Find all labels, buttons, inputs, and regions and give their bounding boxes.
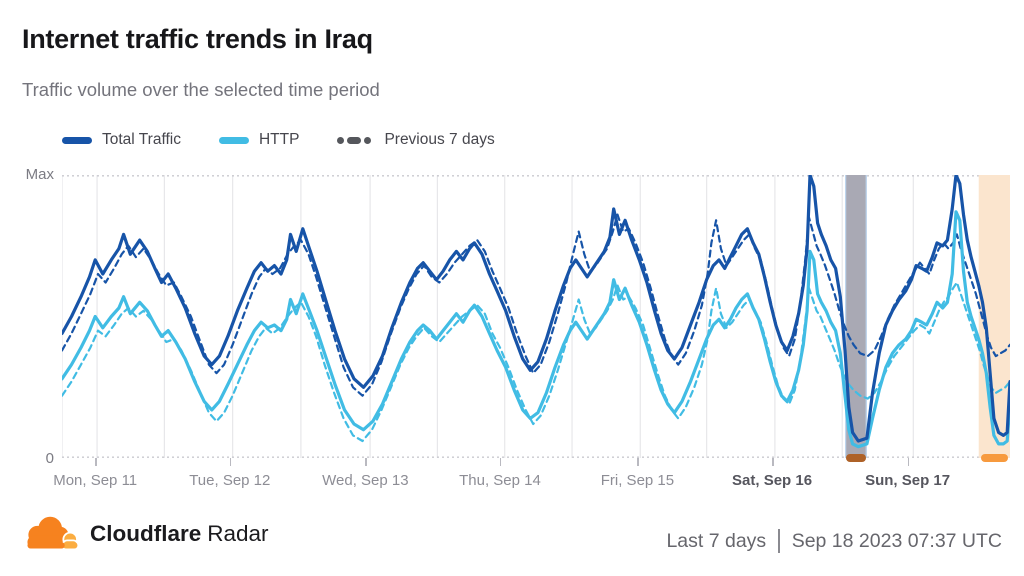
traffic-line-chart[interactable] [62, 175, 1010, 458]
x-axis-tick [772, 458, 774, 466]
series-total-traffic [62, 175, 1010, 443]
legend-item-previous-7-days[interactable]: Previous 7 days [337, 131, 495, 149]
brand-radar: Radar [207, 521, 269, 546]
x-axis-tick [499, 458, 502, 466]
series-total-traffic-previous-7-days- [62, 213, 1010, 397]
legend-item-total-traffic[interactable]: Total Traffic [62, 131, 181, 149]
time-range-label: Last 7 days [666, 529, 767, 552]
previous-7-days-dash-swatch-icon [337, 136, 374, 144]
total-traffic-line-swatch-icon [62, 136, 92, 144]
x-axis-tick [365, 458, 367, 466]
x-axis-tick [229, 458, 232, 466]
x-axis-label: Thu, Sep 14 [459, 472, 541, 489]
x-axis-label: Mon, Sep 11 [53, 472, 138, 489]
http-line-swatch-icon [218, 136, 249, 144]
chart-legend: Total Traffic HTTP Previous 7 days [62, 129, 533, 151]
footer-brand[interactable]: Cloudflare Radar [22, 514, 269, 554]
outage-annotation-2-marker[interactable] [980, 454, 1009, 462]
x-axis-label: Tue, Sep 12 [189, 472, 271, 489]
footer-meta: Last 7 days Sep 18 2023 07:37 UTC [666, 529, 1002, 553]
x-axis-label: Sun, Sep 17 [865, 472, 951, 489]
x-axis-tick [637, 458, 639, 466]
chart-plot-svg [62, 175, 1010, 458]
page-subtitle: Traffic volume over the selected time pe… [22, 79, 380, 100]
legend-label-total-traffic: Total Traffic [102, 131, 181, 148]
brand-wordmark: Cloudflare Radar [90, 521, 269, 547]
cloudflare-logo-icon [27, 516, 79, 550]
series-http-previous-7-days- [62, 281, 1010, 443]
x-axis-label: Wed, Sep 13 [322, 472, 409, 489]
x-axis-label: Fri, Sep 15 [600, 472, 675, 489]
legend-item-http[interactable]: HTTP [218, 131, 300, 149]
brand-cloudflare: Cloudflare [90, 521, 202, 546]
outage-annotation-1-marker[interactable] [845, 454, 866, 462]
page-title: Internet traffic trends in Iraq [22, 24, 373, 54]
y-axis-max-label: Max [25, 166, 54, 183]
x-axis-label: Sat, Sep 16 [732, 472, 813, 489]
series-http [62, 210, 1010, 449]
timestamp-label: Sep 18 2023 07:37 UTC [791, 529, 1002, 552]
legend-label-http: HTTP [258, 131, 300, 148]
footer-separator [778, 529, 780, 553]
x-axis-tick [95, 458, 97, 466]
x-axis-tick [907, 458, 910, 466]
y-axis-zero-label: 0 [45, 450, 54, 467]
legend-label-previous-7-days: Previous 7 days [384, 131, 495, 148]
